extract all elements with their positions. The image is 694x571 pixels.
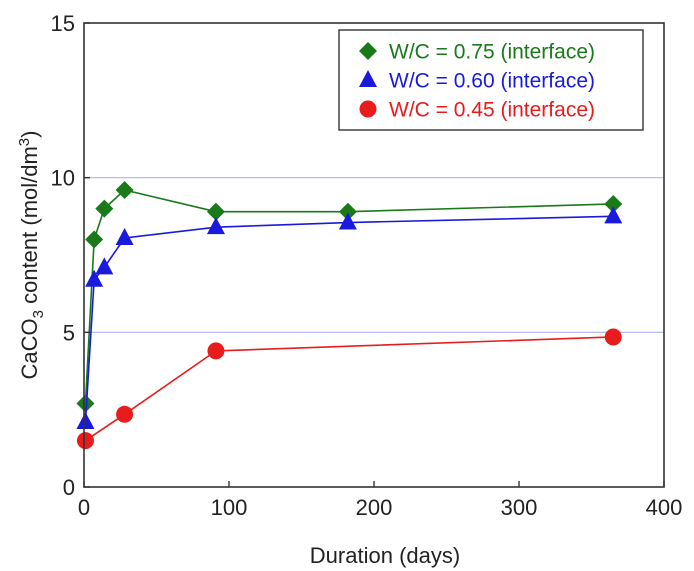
- legend-box: [338, 29, 644, 131]
- data-point: [85, 269, 104, 287]
- x-tick-label: 400: [646, 495, 683, 520]
- series-line: [85, 336, 614, 442]
- legend-entry: W/C = 0.45 (interface): [359, 99, 595, 122]
- y-axis-title-prefix: CaCO: [17, 318, 42, 379]
- data-point: [338, 212, 357, 230]
- x-tick-label: 300: [501, 495, 538, 520]
- axis-ticks: 0 100 200 300 400 0 5 10 15: [51, 11, 683, 520]
- x-tick-label: 0: [78, 495, 90, 520]
- y-axis-title-superscript: 3: [16, 138, 33, 146]
- data-point: [95, 257, 114, 275]
- x-tick-label: 100: [211, 495, 248, 520]
- data-point: [206, 217, 225, 235]
- series-1: [76, 206, 623, 430]
- x-tick-label: 200: [356, 495, 393, 520]
- y-axis-title: CaCO3 content (mol/dm3): [16, 131, 47, 380]
- y-axis-title-subscript: 3: [30, 310, 47, 318]
- data-point: [604, 194, 623, 213]
- legend-marker: [359, 100, 377, 118]
- y-tick-label: 5: [63, 320, 75, 345]
- data-point: [95, 199, 114, 218]
- data-point: [76, 432, 94, 450]
- data-point: [604, 206, 623, 224]
- y-tick-label: 0: [63, 475, 75, 500]
- series-layer: [76, 181, 623, 450]
- legend: W/C = 0.75 (interface) W/C = 0.60 (interf…: [338, 29, 644, 131]
- data-point: [115, 181, 134, 200]
- series-line: [84, 215, 614, 423]
- legend-label: W/C = 0.75 (interface): [389, 41, 595, 64]
- y-tick-label: 10: [51, 166, 75, 191]
- y-axis-title-middle: content (mol/dm: [17, 146, 42, 310]
- legend-label: W/C = 0.60 (interface): [389, 70, 595, 93]
- legend-label: W/C = 0.45 (interface): [389, 99, 595, 122]
- data-point: [207, 342, 225, 360]
- y-axis-title-suffix: ): [17, 131, 42, 138]
- gridlines: [84, 177, 664, 333]
- series-2: [76, 328, 622, 450]
- data-point: [115, 227, 134, 245]
- y-tick-label: 15: [51, 11, 75, 36]
- data-point: [116, 405, 134, 423]
- legend-entry: W/C = 0.60 (interface): [359, 70, 595, 93]
- data-point: [604, 328, 622, 346]
- series-0: [76, 181, 623, 413]
- data-point: [206, 202, 225, 221]
- data-point: [85, 230, 104, 249]
- data-point: [76, 412, 95, 430]
- data-point: [338, 202, 357, 221]
- x-axis-title: Duration (days): [310, 543, 460, 568]
- legend-marker: [359, 70, 377, 87]
- legend-entry: W/C = 0.75 (interface): [359, 41, 595, 64]
- legend-marker: [359, 42, 377, 60]
- data-point: [76, 394, 95, 413]
